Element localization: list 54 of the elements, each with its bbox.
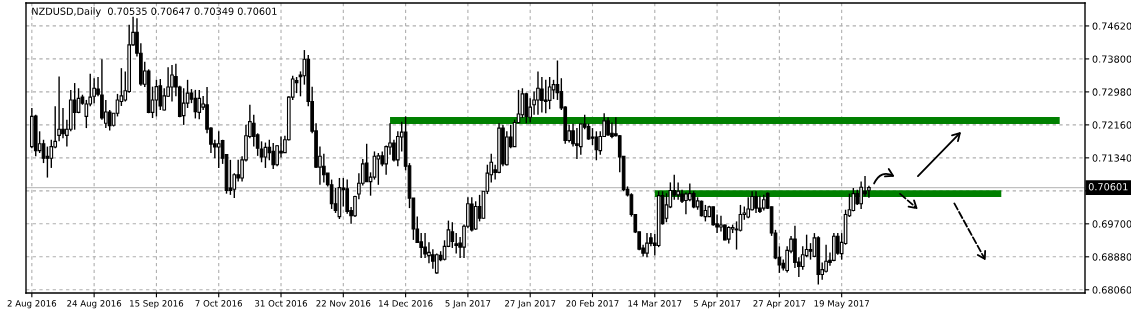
candlestick (423, 232, 427, 259)
x-tick-label: 24 Aug 2016 (67, 300, 122, 309)
x-tick-label: 14 Dec 2016 (379, 300, 433, 307)
candlestick (61, 107, 65, 139)
candlestick (520, 87, 525, 119)
candlestick (267, 139, 272, 161)
candlestick (536, 70, 540, 116)
candlestick (758, 194, 762, 214)
ref-line-label: 0.70601 (1088, 183, 1128, 191)
candlestick (547, 76, 552, 110)
candlestick (450, 221, 455, 249)
y-tick-label: 0.71340 (1092, 154, 1131, 162)
candlestick (84, 99, 89, 129)
candlestick (92, 77, 96, 104)
x-tick-label: 22 Nov 2016 (316, 300, 371, 307)
chart-title: NZDUSD,Daily 0.70535 0.70647 0.70349 0.70601 (32, 7, 277, 17)
candlestick (859, 180, 863, 210)
x-tick-label: 27 Jan 2017 (505, 300, 556, 309)
y-tick-label: 0.73800 (1092, 55, 1131, 63)
x-tick-label: 5 Apr 2017 (693, 300, 741, 309)
candlestick (193, 89, 198, 120)
candlestick (754, 190, 758, 214)
candlestick (606, 116, 610, 137)
x-tick-label: 19 May 2017 (814, 300, 869, 309)
candlestick (197, 89, 202, 120)
x-tick-label: 2 Aug 2016 (7, 300, 57, 309)
candlestick (543, 79, 548, 114)
x-tick-label: 15 Sep 2016 (130, 300, 184, 309)
candlestick (57, 75, 61, 143)
y-tick-label: 0.74620 (1092, 22, 1131, 30)
candlestick (524, 91, 529, 124)
x-tick-label: 7 Oct 2016 (195, 300, 243, 307)
candlestick (645, 232, 649, 258)
candlestick (419, 232, 424, 259)
candlestick (45, 145, 50, 179)
x-tick-label: 31 Oct 2016 (255, 300, 308, 307)
x-tick-label: 20 Feb 2017 (566, 299, 619, 307)
candlestick (540, 76, 544, 114)
candlestick (676, 181, 680, 201)
y-tick-label: 0.72160 (1092, 121, 1131, 129)
candlestick (575, 127, 579, 160)
y-tick-label: 0.69700 (1092, 220, 1131, 228)
y-tick-label: 0.68880 (1092, 253, 1131, 261)
candlestick (170, 64, 174, 103)
x-tick-label: 5 Jan 2017 (445, 300, 491, 309)
candlestick (610, 121, 614, 139)
candlestick (551, 79, 556, 100)
x-tick-label: 27 Apr 2017 (753, 300, 806, 309)
y-tick-label: 0.72980 (1092, 88, 1131, 96)
x-tick-label: 14 Mar 2017 (628, 300, 682, 307)
candlestick (594, 130, 599, 161)
candlestick (216, 130, 221, 169)
y-tick-label: 0.68060 (1092, 286, 1131, 294)
candlestick (154, 79, 159, 118)
